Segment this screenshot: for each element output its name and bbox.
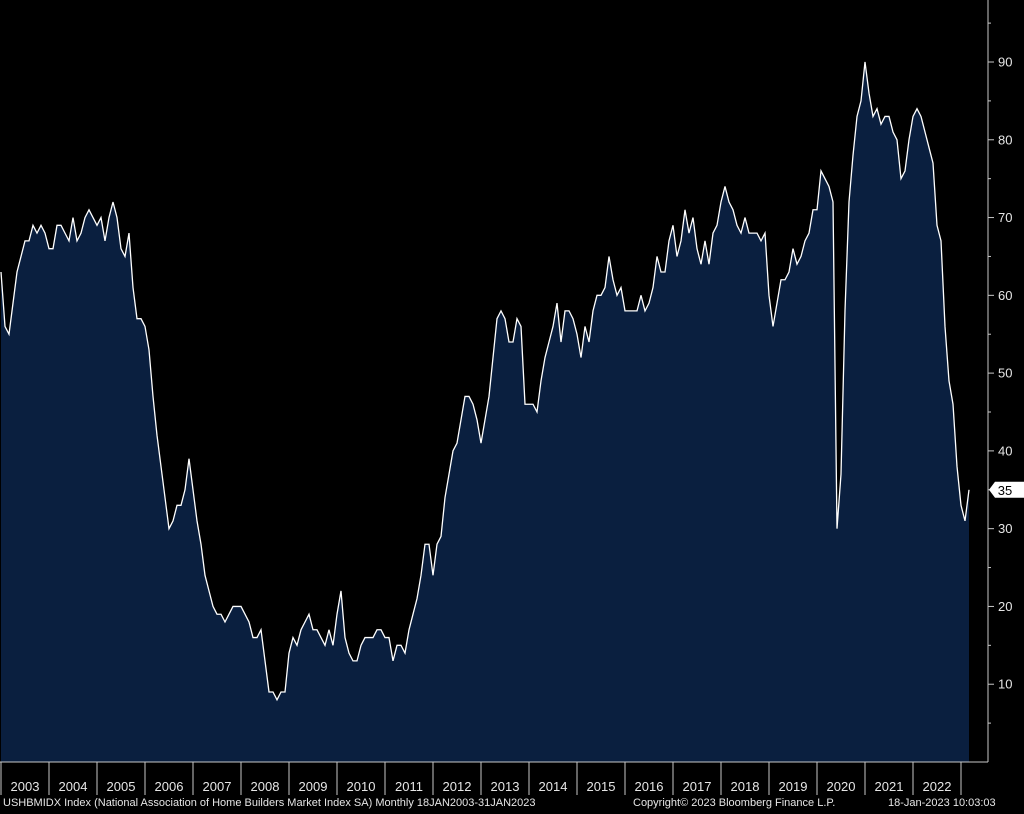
x-tick-label: 2007 [203,779,232,794]
x-tick-label: 2008 [251,779,280,794]
x-tick-label: 2013 [491,779,520,794]
x-tick-label: 2021 [875,779,904,794]
x-tick-label: 2010 [347,779,376,794]
x-tick-label: 2016 [635,779,664,794]
y-tick-label: 10 [998,677,1012,692]
y-tick-label: 30 [998,521,1012,536]
x-tick-label: 2015 [587,779,616,794]
x-tick-label: 2018 [731,779,760,794]
plot-area [0,61,970,762]
x-tick-label: 2012 [443,779,472,794]
x-tick-label: 2014 [539,779,568,794]
x-tick-label: 2009 [299,779,328,794]
y-tick-label: 70 [998,210,1012,225]
x-tick-label: 2005 [107,779,136,794]
series-line [0,61,970,702]
x-tick-label: 2017 [683,779,712,794]
y-tick-label: 40 [998,443,1012,458]
copyright-text: Copyright© 2023 Bloomberg Finance L.P. [633,797,836,809]
x-tick-label: 2022 [923,779,952,794]
y-tick-label: 50 [998,366,1012,381]
timestamp: 18-Jan-2023 10:03:03 [888,797,996,809]
series-area [1,62,969,762]
last-value-tag [989,481,1024,498]
x-tick-label: 2006 [155,779,184,794]
last-value-label: 35 [998,483,1012,498]
y-tick-label: 60 [998,288,1012,303]
x-tick-label: 2020 [827,779,856,794]
y-tick-label: 20 [998,599,1012,614]
last-value-marker: 35 [989,481,1024,498]
x-axis: 2003 2004 2005 2006 2007 2008 2009 2010 2011 2012… [0,761,988,795]
y-tick-label: 90 [998,55,1012,70]
x-tick-label: 2019 [779,779,808,794]
series-description: USHBMIDX Index (National Association of … [3,797,536,809]
y-tick-label: 80 [998,132,1012,147]
y-axis: 10 20 30 40 50 60 70 80 90 [987,0,1012,762]
x-tick-label: 2003 [11,779,40,794]
x-tick-label: 2011 [395,779,423,794]
x-tick-label: 2004 [59,779,88,794]
